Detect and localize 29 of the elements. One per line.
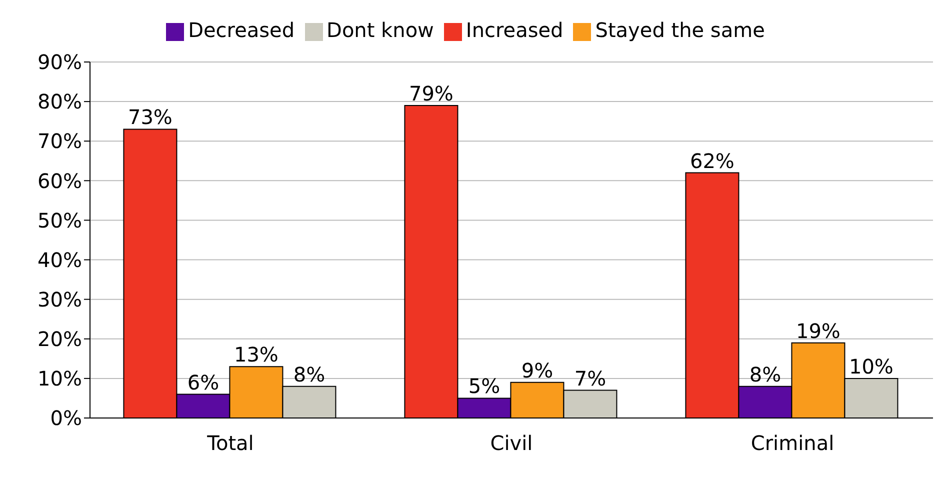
data-label: 79% bbox=[408, 82, 454, 106]
y-tick-label: 50% bbox=[38, 208, 82, 232]
x-tick-label: Criminal bbox=[750, 431, 834, 456]
y-tick-label: 60% bbox=[38, 168, 82, 193]
data-label: 9% bbox=[521, 358, 554, 382]
y-tick-label: 30% bbox=[38, 287, 82, 312]
y-tick-label: 0% bbox=[50, 406, 82, 430]
y-tick-label: 80% bbox=[38, 90, 82, 114]
legend-label: Dont know bbox=[326, 18, 434, 42]
y-tick-label: 90% bbox=[38, 50, 82, 74]
x-tick-label: Total bbox=[206, 431, 254, 456]
data-label: 7% bbox=[574, 366, 606, 390]
data-label: 73% bbox=[128, 105, 172, 130]
data-label: 10% bbox=[848, 354, 894, 378]
data-label: 19% bbox=[796, 318, 840, 343]
data-label: 6% bbox=[187, 370, 220, 394]
y-tick-label: 10% bbox=[38, 366, 82, 391]
legend-label: Decreased bbox=[188, 18, 295, 42]
y-tick-label: 70% bbox=[38, 129, 82, 154]
data-label: 62% bbox=[690, 148, 734, 173]
data-label: 13% bbox=[234, 342, 278, 367]
legend-label: Stayed the same bbox=[595, 18, 765, 42]
x-tick-label: Civil bbox=[490, 431, 533, 456]
data-label: 5% bbox=[468, 374, 500, 398]
data-label: 8% bbox=[293, 362, 326, 386]
y-tick-label: 20% bbox=[38, 326, 82, 351]
data-label: 8% bbox=[749, 362, 782, 386]
y-tick-label: 40% bbox=[38, 248, 82, 272]
legend-label: Increased bbox=[466, 18, 564, 42]
